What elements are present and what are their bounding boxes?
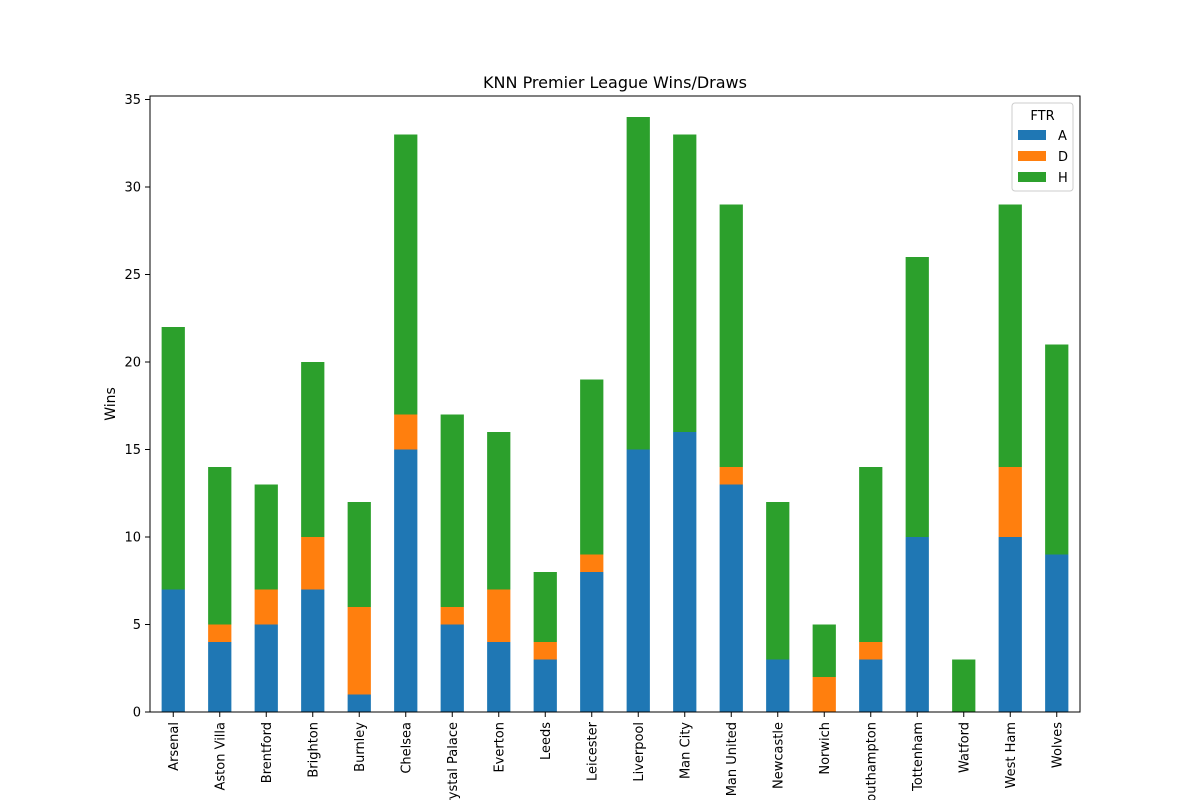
bar-D-18	[998, 467, 1022, 537]
bar-H-11	[673, 134, 697, 432]
bar-H-0	[161, 327, 185, 590]
y-tick-label: 10	[124, 531, 141, 546]
bar-H-17	[952, 659, 976, 712]
bar-A-9	[580, 572, 604, 712]
x-tick-label: Watford	[957, 722, 972, 773]
bar-H-5	[394, 134, 418, 415]
bar-A-0	[161, 589, 185, 712]
bar-H-10	[626, 117, 650, 450]
x-tick-label: Wolves	[1050, 722, 1065, 768]
x-tick-label: Leeds	[539, 722, 554, 760]
bar-A-15	[859, 659, 883, 712]
x-tick-label: Brighton	[306, 722, 321, 778]
legend-frame	[1011, 102, 1074, 192]
bar-D-14	[812, 677, 836, 712]
legend-title: FTR	[1030, 109, 1054, 124]
bar-D-4	[347, 607, 371, 695]
y-tick-label: 20	[124, 356, 141, 371]
x-tick-label: Man City	[678, 722, 693, 779]
x-tick-label: Liverpool	[632, 722, 647, 782]
bar-H-19	[1045, 344, 1069, 555]
y-tick-label: 25	[124, 268, 141, 283]
legend-swatch-H	[1018, 172, 1046, 182]
legend-swatch-A	[1018, 130, 1046, 140]
y-axis: 0 5 10 15 20 25 30 35	[124, 93, 150, 721]
y-tick-label: 5	[133, 618, 141, 633]
bar-H-16	[905, 257, 929, 537]
x-tick-label: Tottenham	[911, 722, 926, 792]
bar-A-13	[766, 659, 790, 712]
bar-D-2	[254, 589, 278, 625]
legend-label-H: H	[1058, 171, 1068, 186]
bar-A-1	[208, 642, 232, 712]
bar-D-12	[719, 467, 743, 485]
bar-H-15	[859, 467, 883, 642]
bar-H-14	[812, 624, 836, 677]
x-tick-label: Chelsea	[399, 722, 414, 774]
x-tick-label: Arsenal	[167, 722, 182, 771]
x-tick-label: Man United	[725, 722, 740, 796]
y-tick-label: 0	[133, 706, 141, 721]
x-tick-label: Burnley	[353, 722, 368, 772]
legend-label-D: D	[1058, 150, 1068, 165]
bar-D-15	[859, 642, 883, 660]
legend-swatch-D	[1018, 151, 1046, 161]
y-tick-label: 15	[124, 443, 141, 458]
bar-H-1	[208, 467, 232, 625]
bar-A-12	[719, 484, 743, 712]
bar-A-18	[998, 537, 1022, 712]
bar-A-8	[533, 659, 557, 712]
legend: FTR ADH	[1011, 102, 1074, 192]
bar-A-19	[1045, 554, 1069, 712]
bar-A-6	[440, 624, 464, 712]
bar-A-11	[673, 432, 697, 712]
bar-H-12	[719, 204, 743, 467]
x-tick-label: Southampton	[864, 722, 879, 800]
bar-H-8	[533, 572, 557, 642]
x-tick-label: Aston Villa	[213, 722, 228, 791]
bar-H-13	[766, 502, 790, 660]
bar-A-4	[347, 694, 371, 712]
bar-H-18	[998, 204, 1022, 467]
y-tick-label: 35	[124, 93, 141, 108]
x-tick-label: Brentford	[260, 722, 275, 783]
bar-A-3	[301, 589, 325, 712]
bar-H-9	[580, 379, 604, 555]
bar-A-7	[487, 642, 511, 712]
bar-H-6	[440, 414, 464, 607]
bar-H-7	[487, 432, 511, 590]
x-tick-label: Leicester	[585, 721, 600, 781]
x-tick-label: Newcastle	[771, 722, 786, 789]
bars-group	[161, 117, 1069, 712]
bar-A-10	[626, 449, 650, 712]
x-tick-label: Crystal Palace	[446, 722, 461, 800]
bar-A-5	[394, 449, 418, 712]
x-tick-label: West Ham	[1004, 722, 1019, 789]
bar-H-3	[301, 362, 325, 537]
bar-A-2	[254, 624, 278, 712]
bar-H-2	[254, 484, 278, 590]
bar-D-7	[487, 589, 511, 642]
legend-label-A: A	[1058, 129, 1067, 144]
bar-D-1	[208, 624, 232, 642]
y-axis-label: Wins	[103, 387, 119, 421]
plot-frame	[149, 95, 1081, 713]
bar-H-4	[347, 502, 371, 607]
bar-D-5	[394, 414, 418, 450]
x-axis: Arsenal Aston Villa Brentford Brighton Burnl…	[167, 712, 1065, 800]
chart-title: KNN Premier League Wins/Draws	[483, 73, 747, 92]
x-tick-label: Norwich	[818, 722, 833, 775]
y-tick-label: 30	[124, 181, 141, 196]
bar-A-16	[905, 537, 929, 712]
x-tick-label: Everton	[492, 722, 507, 773]
bar-D-3	[301, 537, 325, 590]
bar-D-6	[440, 607, 464, 625]
bar-D-9	[580, 554, 604, 572]
bar-D-8	[533, 642, 557, 660]
